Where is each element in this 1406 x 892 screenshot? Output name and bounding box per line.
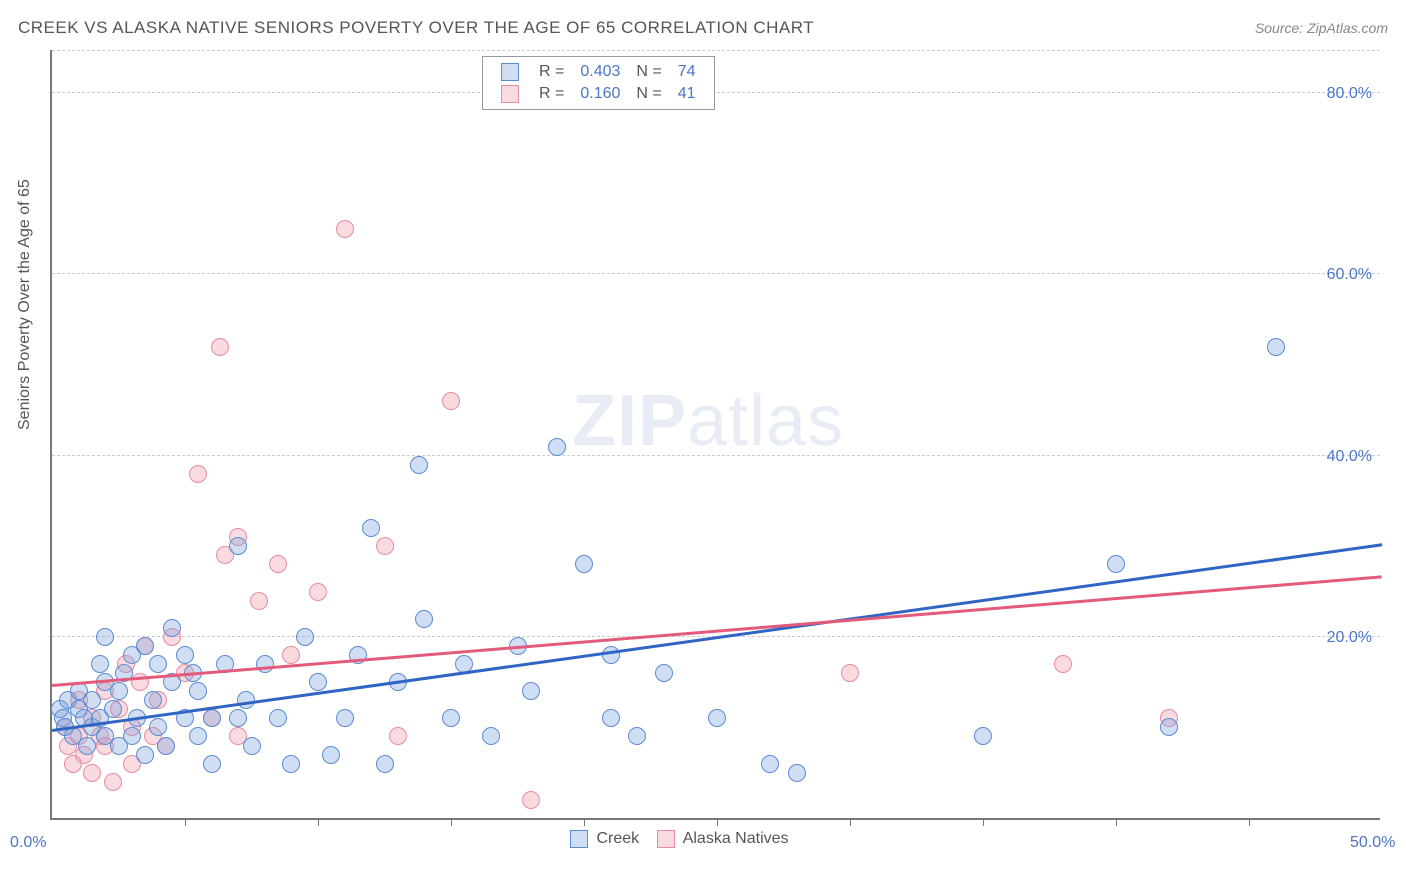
data-point [136,746,154,764]
data-point [282,646,300,664]
x-minor-tick [451,818,452,826]
data-point [376,537,394,555]
trend-line [52,575,1382,686]
plot-area: ZIPatlas 20.0% 40.0% 60.0% 80.0% R =0.403N =… [50,50,1380,820]
data-point [256,655,274,673]
data-point [91,655,109,673]
chart-title: CREEK VS ALASKA NATIVE SENIORS POVERTY O… [18,18,814,38]
data-point [761,755,779,773]
data-point [189,727,207,745]
header: CREEK VS ALASKA NATIVE SENIORS POVERTY O… [18,18,1388,38]
data-point [243,737,261,755]
legend-item: Creek [570,830,639,848]
data-point [336,220,354,238]
stats-legend: R =0.403N =74R =0.160N =41 [482,56,715,110]
data-point [841,664,859,682]
data-point [522,682,540,700]
data-point [157,737,175,755]
x-minor-tick [185,818,186,826]
data-point [83,764,101,782]
data-point [522,791,540,809]
x-minor-tick [717,818,718,826]
legend-label: Creek [596,830,639,847]
data-point [415,610,433,628]
data-point [296,628,314,646]
gridline [52,273,1380,274]
data-point [442,709,460,727]
data-point [442,392,460,410]
data-point [788,764,806,782]
x-minor-tick [1249,818,1250,826]
x-minor-tick [1116,818,1117,826]
data-point [136,637,154,655]
data-point [309,673,327,691]
data-point [336,709,354,727]
data-point [322,746,340,764]
data-point [309,583,327,601]
data-point [203,709,221,727]
data-point [203,755,221,773]
data-point [144,691,162,709]
data-point [189,465,207,483]
data-point [362,519,380,537]
data-point [189,682,207,700]
data-point [110,682,128,700]
y-tick-label: 60.0% [1327,266,1372,284]
legend-label: Alaska Natives [683,830,789,847]
gridline [52,50,1380,51]
source-label: Source: ZipAtlas.com [1255,20,1388,36]
data-point [176,646,194,664]
data-point [482,727,500,745]
data-point [149,718,167,736]
data-point [78,737,96,755]
stats-table: R =0.403N =74R =0.160N =41 [493,61,704,105]
data-point [229,537,247,555]
y-tick-label: 20.0% [1327,629,1372,647]
data-point [974,727,992,745]
data-point [1267,338,1285,356]
x-minor-tick [584,818,585,826]
data-point [1160,718,1178,736]
data-point [1054,655,1072,673]
data-point [282,755,300,773]
x-minor-tick [850,818,851,826]
data-point [104,773,122,791]
data-point [602,709,620,727]
data-point [389,727,407,745]
x-tick-label-max: 50.0% [1350,834,1395,852]
x-tick-label-min: 0.0% [10,834,46,852]
legend-item: Alaska Natives [657,830,788,848]
data-point [104,700,122,718]
data-point [655,664,673,682]
data-point [376,755,394,773]
x-minor-tick [318,818,319,826]
data-point [575,555,593,573]
data-point [1107,555,1125,573]
y-axis-label: Seniors Poverty Over the Age of 65 [16,179,34,430]
series-legend: Creek Alaska Natives [570,830,789,848]
data-point [211,338,229,356]
data-point [123,727,141,745]
data-point [229,709,247,727]
data-point [83,691,101,709]
y-tick-label: 40.0% [1327,448,1372,466]
data-point [628,727,646,745]
legend-swatch [657,830,675,848]
gridline [52,455,1380,456]
data-point [149,655,167,673]
y-tick-label: 80.0% [1327,85,1372,103]
data-point [548,438,566,456]
data-point [602,646,620,664]
data-point [96,628,114,646]
data-point [708,709,726,727]
x-minor-tick [983,818,984,826]
watermark: ZIPatlas [572,380,844,462]
legend-swatch [570,830,588,848]
data-point [163,619,181,637]
data-point [410,456,428,474]
gridline [52,92,1380,93]
data-point [269,709,287,727]
data-point [250,592,268,610]
data-point [269,555,287,573]
